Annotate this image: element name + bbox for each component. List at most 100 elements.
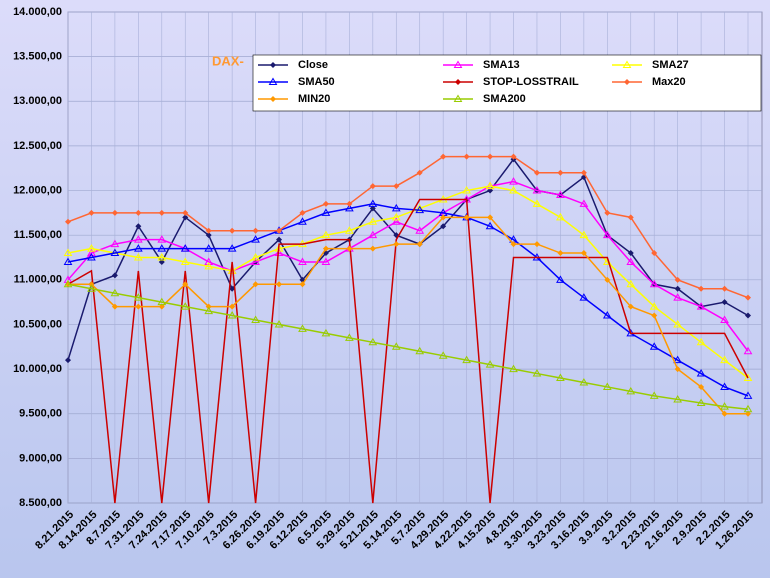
marker [743,373,753,382]
marker [721,299,728,306]
marker [299,209,306,216]
series-line [68,216,748,415]
marker [698,383,705,390]
marker [204,306,214,315]
series-line [67,283,749,411]
legend-label: SMA50 [298,76,335,88]
marker [532,186,542,194]
marker [602,230,612,239]
marker [453,94,463,102]
marker [252,281,259,288]
marker [321,230,331,239]
marker [157,235,167,243]
marker [299,281,306,288]
marker [87,248,96,257]
marker [135,209,142,216]
marker [391,342,401,350]
marker [368,199,378,207]
marker [298,257,307,265]
marker [157,297,167,306]
marker [111,209,118,216]
marker [651,312,658,319]
marker [251,257,260,265]
marker [345,333,354,341]
legend-label: Max20 [652,76,686,88]
marker [696,398,706,407]
marker [133,293,143,301]
marker [252,227,259,234]
marker [604,276,611,283]
marker [345,226,354,234]
legend [252,54,762,112]
marker [485,221,495,230]
marker [368,337,378,346]
marker [485,181,495,190]
y-tick-label: 12.500,00 [13,140,62,152]
marker [227,311,237,319]
marker [604,209,611,216]
marker [532,199,542,207]
marker [533,169,540,176]
marker [720,355,729,364]
marker [322,200,329,207]
legend-label: STOP-LOSSTRAIL [483,76,579,88]
marker [157,253,167,261]
marker [721,410,728,417]
marker [270,96,276,102]
marker [110,239,120,248]
marker [133,253,143,261]
marker [455,79,461,85]
marker [696,302,706,310]
marker [157,244,167,252]
marker [321,257,331,265]
marker [745,294,751,301]
marker [87,253,96,261]
marker [110,288,120,297]
marker [368,217,378,225]
marker [626,257,636,265]
marker [745,312,751,319]
marker [602,311,612,319]
marker [415,226,425,234]
marker [698,285,705,292]
marker [63,248,73,257]
marker [276,236,283,243]
marker [626,386,636,395]
marker [322,245,329,252]
marker [440,214,447,221]
marker [180,244,190,252]
series-line [67,180,749,352]
marker [87,244,96,252]
marker [627,214,634,221]
marker [556,212,565,221]
y-tick-label: 13.000,00 [13,95,62,107]
marker [438,351,448,359]
marker [580,250,587,257]
y-tick-label: 8.500,00 [19,497,62,509]
marker [453,60,463,68]
marker [463,153,470,160]
marker [111,303,118,310]
marker [65,218,71,225]
marker [229,303,236,310]
series-line [67,155,749,299]
marker [673,319,683,328]
marker [135,223,142,230]
marker [274,319,284,328]
marker [87,284,96,292]
marker [580,169,587,176]
marker [556,275,565,283]
marker [369,183,376,190]
marker [579,377,589,386]
marker [673,355,683,364]
marker [463,214,470,221]
marker [627,303,634,310]
series-line [67,185,749,379]
marker [557,250,564,257]
marker [251,315,260,323]
marker [368,230,378,239]
legend-label: SMA13 [483,59,520,71]
marker [63,257,73,265]
marker [673,394,683,403]
marker [65,357,71,364]
